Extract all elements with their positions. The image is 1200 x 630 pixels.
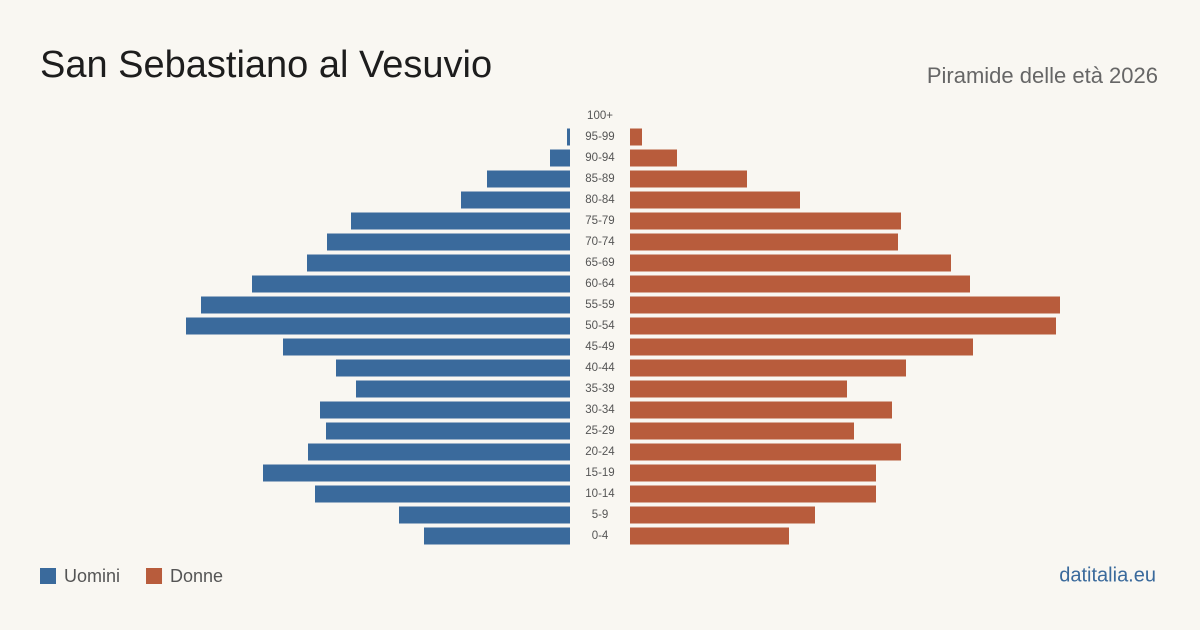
bar bbox=[307, 254, 570, 272]
bar bbox=[186, 317, 570, 335]
bar bbox=[630, 275, 970, 293]
age-label: 0-4 bbox=[592, 530, 609, 542]
chart-title: San Sebastiano al Vesuvio bbox=[40, 44, 492, 86]
bar bbox=[550, 149, 570, 167]
age-label: 40-44 bbox=[585, 362, 615, 374]
bar bbox=[283, 338, 570, 356]
bar bbox=[630, 401, 892, 419]
bar bbox=[630, 212, 901, 230]
bar bbox=[630, 359, 906, 377]
age-label: 100+ bbox=[587, 110, 613, 122]
bar bbox=[630, 527, 789, 545]
age-label: 10-14 bbox=[585, 488, 615, 500]
bar bbox=[327, 233, 570, 251]
age-label: 95-99 bbox=[585, 131, 614, 143]
age-label: 45-49 bbox=[585, 341, 614, 353]
bar bbox=[461, 191, 570, 209]
bar bbox=[424, 527, 570, 545]
age-label: 70-74 bbox=[585, 236, 615, 248]
bar bbox=[630, 233, 898, 251]
age-label: 15-19 bbox=[585, 467, 614, 479]
age-label: 85-89 bbox=[585, 173, 614, 185]
bar bbox=[315, 485, 570, 503]
bar bbox=[399, 506, 570, 524]
bar bbox=[630, 128, 642, 146]
bar bbox=[630, 506, 815, 524]
age-label: 60-64 bbox=[585, 278, 615, 290]
bar bbox=[567, 128, 570, 146]
bar bbox=[630, 338, 973, 356]
bar bbox=[630, 170, 747, 188]
bar bbox=[201, 296, 570, 314]
age-label: 80-84 bbox=[585, 194, 615, 206]
age-label: 30-34 bbox=[585, 404, 615, 416]
chart-subtitle: Piramide delle età 2026 bbox=[927, 63, 1158, 88]
legend-swatch bbox=[146, 568, 163, 584]
bar bbox=[326, 422, 570, 440]
bar bbox=[630, 191, 800, 209]
bar bbox=[630, 443, 901, 461]
bar bbox=[630, 149, 677, 167]
bar bbox=[336, 359, 570, 377]
bar bbox=[630, 317, 1056, 335]
bar bbox=[630, 254, 951, 272]
age-label: 90-94 bbox=[585, 152, 615, 164]
bar bbox=[630, 380, 847, 398]
age-label: 25-29 bbox=[585, 425, 614, 437]
age-label: 75-79 bbox=[585, 215, 614, 227]
bar bbox=[252, 275, 570, 293]
bar bbox=[630, 422, 854, 440]
bar bbox=[320, 401, 570, 419]
bar bbox=[308, 443, 570, 461]
age-label: 35-39 bbox=[585, 383, 614, 395]
bar bbox=[351, 212, 570, 230]
age-label: 5-9 bbox=[592, 509, 609, 521]
source[interactable]: datitalia.eu bbox=[1059, 564, 1156, 586]
bar bbox=[630, 464, 876, 482]
age-label: 50-54 bbox=[585, 320, 615, 332]
bar bbox=[356, 380, 570, 398]
legend-swatch bbox=[40, 568, 56, 584]
bar bbox=[487, 170, 570, 188]
legend-label: Donne bbox=[170, 566, 223, 586]
bar bbox=[263, 464, 570, 482]
bar bbox=[630, 296, 1060, 314]
age-label: 55-59 bbox=[585, 299, 614, 311]
age-label: 20-24 bbox=[585, 446, 615, 458]
bar bbox=[630, 485, 876, 503]
legend-label: Uomini bbox=[64, 566, 120, 586]
age-label: 65-69 bbox=[585, 257, 614, 269]
